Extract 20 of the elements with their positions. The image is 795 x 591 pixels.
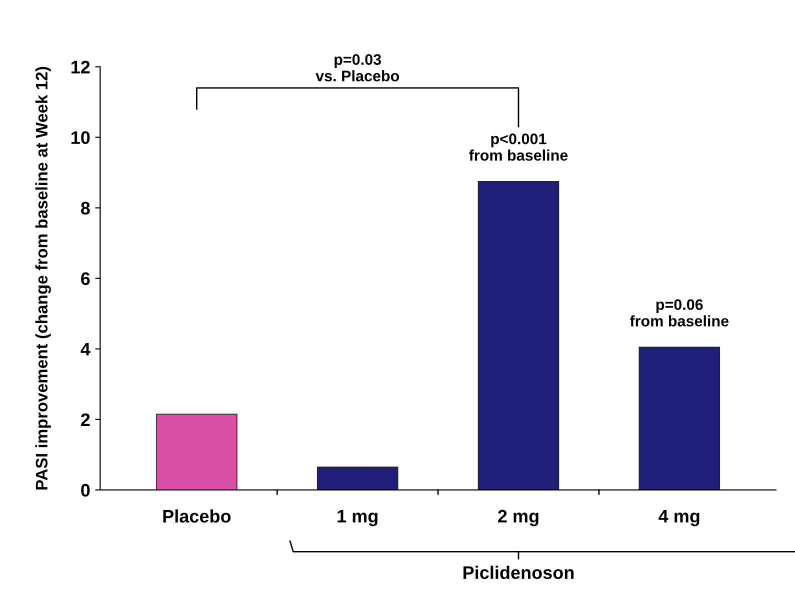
y-tick-label: 12	[72, 60, 90, 74]
text: Piclidenoson	[464, 566, 574, 580]
x-tick-label: 1 mg	[338, 510, 378, 526]
x-tick-label: Placebo	[163, 509, 231, 523]
annotation: p<0.001 from baseline	[469, 133, 568, 161]
x-tick-label: 2 mg	[498, 510, 538, 526]
annotation: p=0.03 vs. Placebo	[316, 54, 400, 82]
y-tick-label: 6	[81, 272, 90, 286]
y-axis-title: PASI improvement (change from baseline at Week 12)	[35, 66, 51, 490]
y-tick-label: 8	[80, 202, 90, 215]
bar	[316, 466, 398, 490]
y-tick-label: 4	[80, 343, 90, 356]
y-tick-label: 2	[81, 413, 90, 426]
bar	[478, 180, 560, 490]
bar	[638, 346, 720, 490]
x-tick-label: 4 mg	[658, 510, 700, 526]
y-tick-label: 10	[72, 131, 90, 144]
bar	[156, 414, 238, 490]
y-tick-label: 0	[81, 484, 90, 497]
annotation: p=0.06 from baseline	[630, 299, 729, 326]
